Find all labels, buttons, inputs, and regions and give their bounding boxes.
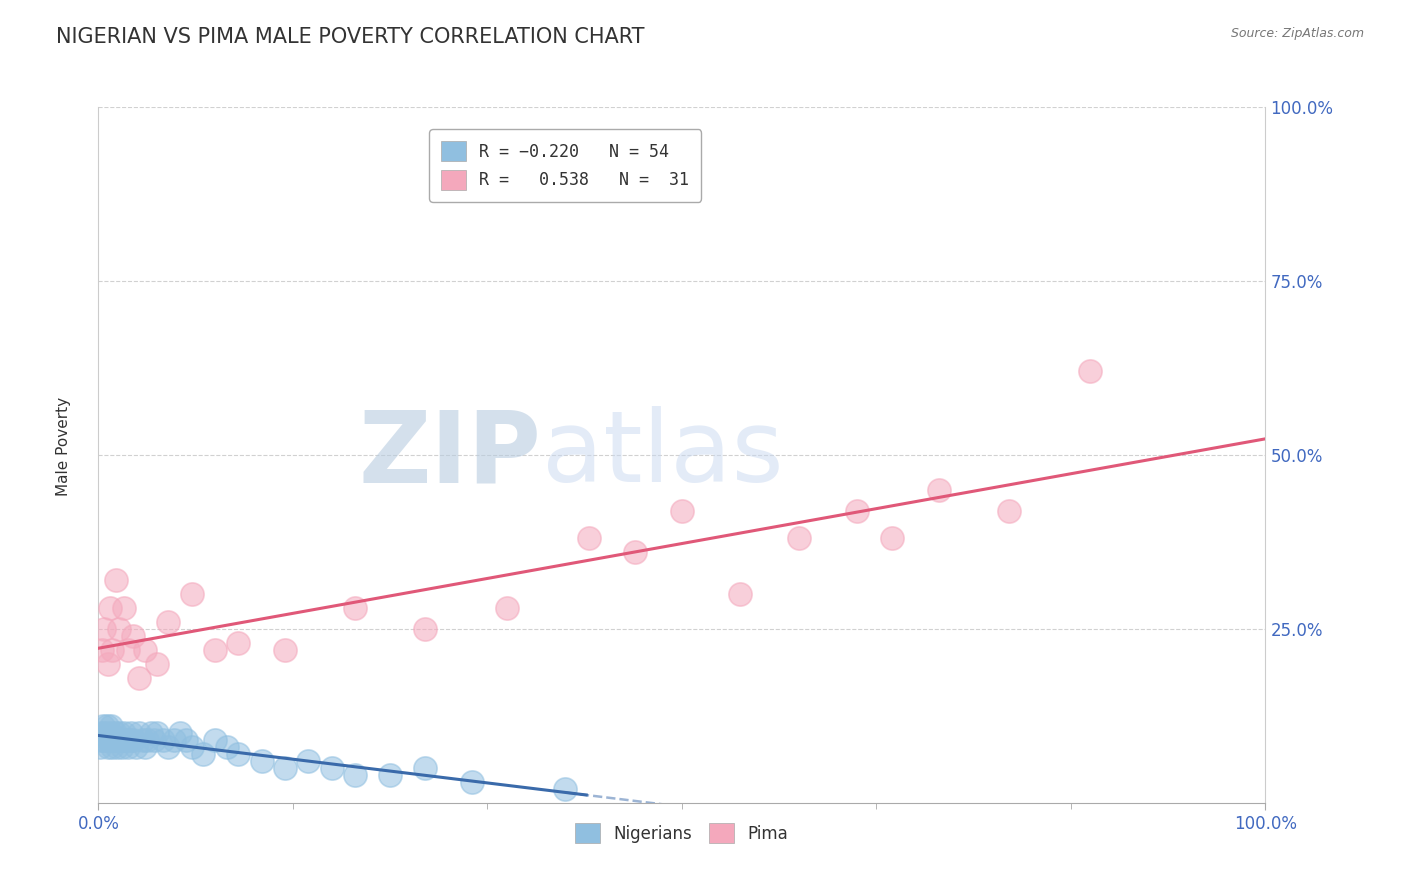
Point: [997, 503, 1019, 517]
Point: [152, 733, 174, 747]
Point: [105, 740, 128, 755]
Text: NIGERIAN VS PIMA MALE POVERTY CORRELATION CHART: NIGERIAN VS PIMA MALE POVERTY CORRELATIO…: [56, 27, 645, 46]
Legend: Nigerians, Pima: Nigerians, Pima: [569, 816, 794, 850]
Point: [112, 601, 135, 615]
Point: [93, 733, 115, 747]
Point: [104, 733, 127, 747]
Point: [180, 740, 202, 755]
Point: [122, 629, 145, 643]
Point: [111, 740, 134, 755]
Point: [297, 754, 319, 768]
Point: [274, 761, 297, 775]
Point: [139, 726, 162, 740]
Point: [554, 781, 576, 796]
Point: [204, 642, 226, 657]
Point: [112, 726, 135, 740]
Point: [228, 747, 250, 761]
Point: [114, 733, 136, 747]
Point: [461, 775, 484, 789]
Point: [89, 740, 111, 755]
Point: [104, 726, 127, 740]
Point: [250, 754, 273, 768]
Point: [344, 601, 367, 615]
Point: [101, 740, 124, 755]
Point: [108, 622, 131, 636]
Point: [103, 733, 125, 747]
Point: [108, 726, 131, 740]
Point: [104, 573, 127, 587]
Point: [98, 726, 121, 740]
Point: [169, 726, 191, 740]
Point: [928, 483, 950, 497]
Point: [134, 642, 156, 657]
Point: [180, 587, 202, 601]
Point: [624, 545, 647, 559]
Point: [671, 503, 693, 517]
Point: [193, 747, 215, 761]
Point: [98, 601, 121, 615]
Point: [215, 740, 238, 755]
Point: [90, 726, 112, 740]
Point: [1080, 364, 1102, 378]
Point: [128, 671, 150, 685]
Point: [97, 740, 120, 755]
Point: [111, 733, 134, 747]
Point: [100, 719, 122, 733]
Point: [146, 726, 169, 740]
Point: [730, 587, 752, 601]
Text: Source: ZipAtlas.com: Source: ZipAtlas.com: [1230, 27, 1364, 40]
Point: [146, 657, 169, 671]
Point: [136, 733, 159, 747]
Point: [91, 719, 114, 733]
Point: [496, 601, 519, 615]
Point: [94, 726, 117, 740]
Point: [143, 733, 166, 747]
Point: [117, 740, 139, 755]
Text: ZIP: ZIP: [359, 407, 541, 503]
Point: [90, 642, 112, 657]
Point: [204, 733, 226, 747]
Point: [118, 733, 141, 747]
Point: [90, 733, 112, 747]
Point: [174, 733, 197, 747]
Point: [122, 733, 145, 747]
Point: [321, 761, 343, 775]
Point: [93, 622, 115, 636]
Point: [413, 761, 436, 775]
Point: [107, 733, 129, 747]
Point: [128, 726, 150, 740]
Point: [157, 615, 180, 629]
Point: [344, 768, 367, 782]
Point: [846, 503, 869, 517]
Point: [97, 657, 120, 671]
Point: [117, 642, 139, 657]
Point: [132, 733, 155, 747]
Text: Male Poverty: Male Poverty: [56, 396, 70, 496]
Point: [578, 532, 600, 546]
Point: [880, 532, 903, 546]
Point: [274, 642, 297, 657]
Point: [96, 719, 118, 733]
Point: [101, 642, 124, 657]
Text: atlas: atlas: [541, 407, 783, 503]
Point: [787, 532, 810, 546]
Point: [380, 768, 402, 782]
Point: [228, 636, 250, 650]
Point: [110, 733, 132, 747]
Point: [163, 733, 186, 747]
Point: [97, 733, 120, 747]
Point: [157, 740, 180, 755]
Point: [120, 726, 142, 740]
Point: [125, 740, 148, 755]
Point: [134, 740, 156, 755]
Point: [413, 622, 436, 636]
